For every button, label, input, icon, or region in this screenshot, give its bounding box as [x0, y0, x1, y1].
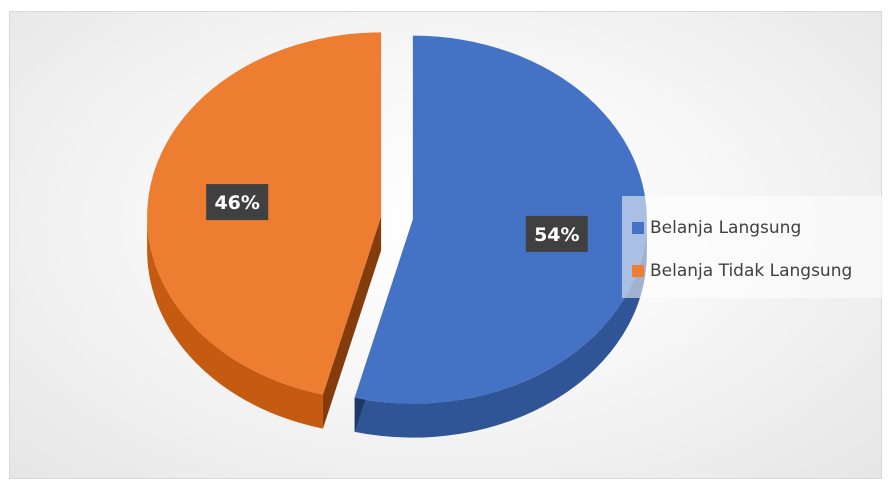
legend-label: Belanja Tidak Langsung — [650, 261, 853, 281]
legend-item-belanja-tidak-langsung: Belanja Tidak Langsung — [632, 261, 852, 281]
legend-swatch — [632, 222, 644, 234]
legend-label: Belanja Langsung — [650, 218, 802, 238]
legend: Belanja Langsung Belanja Tidak Langsung — [622, 196, 884, 298]
data-label-text: 46% — [214, 192, 259, 214]
legend-swatch — [632, 265, 644, 277]
pie-slice-rim — [147, 216, 323, 429]
data-label-text: 54% — [534, 224, 579, 246]
pie-slice-cut-face — [322, 216, 382, 429]
data-label-box — [525, 215, 588, 252]
legend-item-belanja-langsung: Belanja Langsung — [632, 218, 801, 238]
pie-slice-rim — [354, 219, 647, 438]
data-label-box — [206, 184, 269, 221]
pie-slice — [354, 35, 647, 404]
data-label: 46% — [206, 184, 269, 221]
data-label: 54% — [525, 215, 588, 252]
